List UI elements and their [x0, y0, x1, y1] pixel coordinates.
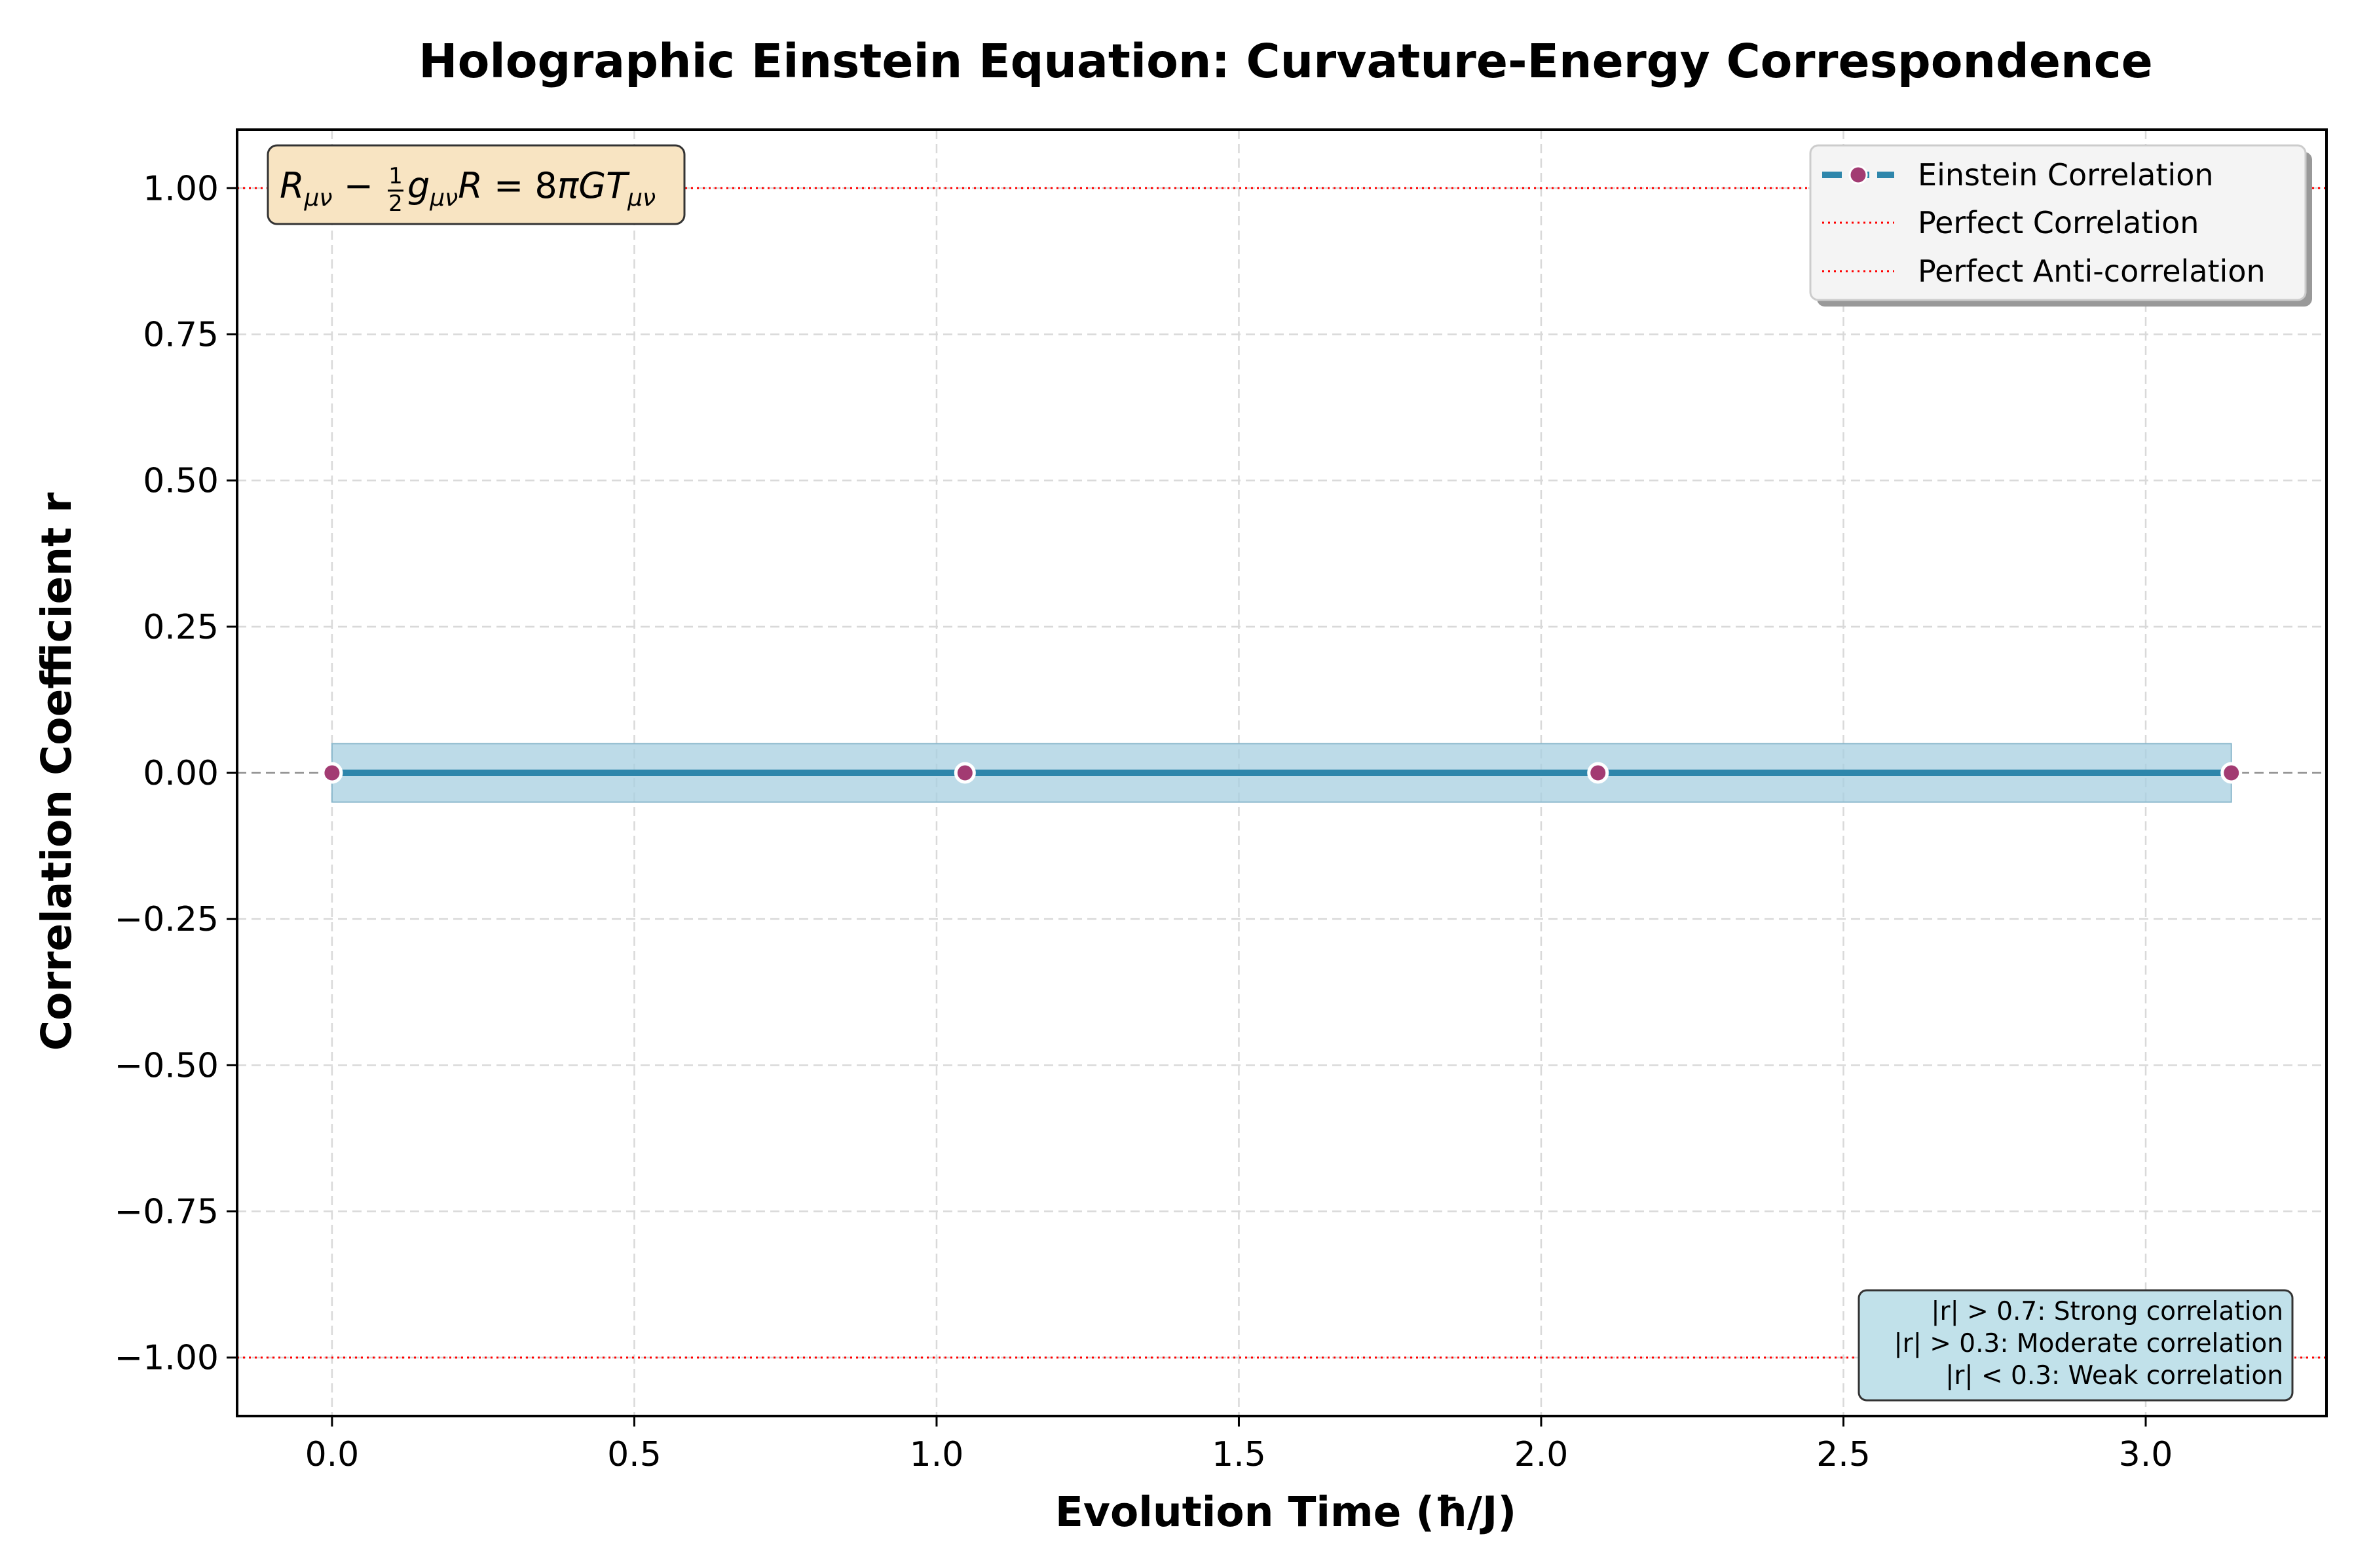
legend-label-perfect: Perfect Correlation — [1918, 205, 2199, 240]
x-tick-label: 2.5 — [1816, 1435, 1871, 1474]
legend-marker-einstein — [1848, 165, 1868, 185]
einstein-equation-rhs: gμνR = 8πGTμν — [407, 165, 656, 212]
notes-background — [1858, 1289, 2294, 1402]
eq-metric: g — [407, 165, 430, 206]
y-tick-label: 0.75 — [143, 315, 219, 354]
series-layer — [321, 762, 2243, 784]
plot-area — [236, 128, 2328, 1417]
x-axis-label: Evolution Time (ħ/J) — [1055, 1488, 1516, 1536]
y-axis-ticks: 1.00 0.75 0.50 0.25 0.00 −0.25 −0.50 −0.75 −1.00 — [115, 169, 237, 1378]
chart-title: Holographic Einstein Equation: Curvature… — [419, 34, 2153, 88]
note-strong: |r| > 0.7: Strong correlation — [1931, 1297, 2283, 1326]
eq-ricci: R — [280, 165, 305, 206]
eq-ricci-index: μν — [304, 185, 333, 212]
x-tick-label: 1.0 — [910, 1435, 964, 1474]
data-point — [321, 762, 343, 784]
y-tick-label: −0.50 — [115, 1046, 219, 1085]
equation-box: Rμν − 1 2 gμνR = 8πGTμν — [267, 144, 686, 225]
eq-equals: = 8 — [483, 165, 557, 206]
y-tick-label: −0.25 — [115, 900, 219, 939]
eq-frac-num: 1 — [388, 163, 403, 189]
note-moderate: |r| > 0.3: Moderate correlation — [1894, 1329, 2283, 1358]
eq-frac-den: 2 — [388, 191, 403, 217]
eq-gt-index: μν — [627, 185, 656, 212]
data-point — [1587, 762, 1609, 784]
note-weak: |r| < 0.3: Weak correlation — [1945, 1361, 2283, 1391]
y-tick-label: 0.00 — [143, 754, 219, 793]
einstein-equation: Rμν − — [280, 165, 373, 212]
y-tick-label: −1.00 — [115, 1339, 219, 1378]
legend-label-anti: Perfect Anti-correlation — [1918, 253, 2266, 289]
legend-background — [1809, 144, 2307, 301]
eq-metric-index: μν — [429, 185, 458, 212]
eq-pi: π — [557, 165, 580, 206]
data-point — [954, 762, 976, 784]
eq-gt: GT — [578, 165, 630, 206]
x-tick-label: 3.0 — [2119, 1435, 2173, 1474]
x-tick-label: 1.5 — [1212, 1435, 1266, 1474]
y-tick-label: 0.50 — [143, 462, 219, 501]
x-tick-label: 0.0 — [305, 1435, 360, 1474]
data-point — [2220, 762, 2243, 784]
x-tick-label: 2.0 — [1514, 1435, 1569, 1474]
y-tick-label: −0.75 — [115, 1193, 219, 1232]
x-axis-ticks: 0.0 0.5 1.0 1.5 2.0 2.5 3.0 — [305, 1416, 2173, 1474]
y-tick-label: 1.00 — [143, 169, 219, 208]
y-axis-label: Correlation Coefficient r — [33, 493, 81, 1051]
legend-label-einstein: Einstein Correlation — [1918, 157, 2214, 193]
eq-scalar: R — [458, 165, 483, 206]
correlation-notes: |r| > 0.7: Strong correlation |r| > 0.3:… — [1858, 1289, 2294, 1402]
x-tick-label: 0.5 — [607, 1435, 662, 1474]
y-tick-label: 0.25 — [143, 608, 219, 647]
equation-box-background — [267, 144, 686, 225]
legend: Einstein Correlation Perfect Correlation… — [1809, 144, 2312, 307]
eq-minus: − — [333, 165, 373, 206]
